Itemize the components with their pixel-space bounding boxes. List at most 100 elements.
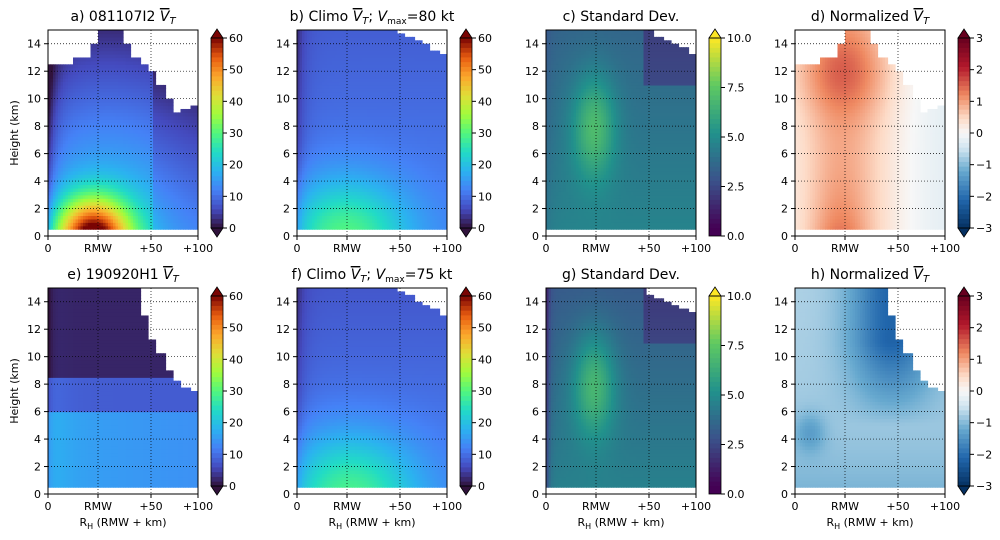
heatmap-cell [48, 126, 52, 131]
heatmap-cell [302, 181, 306, 186]
heatmap-cell [302, 177, 306, 182]
heatmap-cell [115, 153, 119, 158]
heatmap-cell [153, 225, 157, 230]
heatmap-cell [332, 71, 336, 76]
heatmap-cell [369, 36, 373, 41]
heatmap-cell [359, 81, 363, 86]
heatmap-cell [354, 91, 358, 96]
heatmap-cell [135, 174, 139, 179]
heatmap-cell [312, 222, 316, 227]
heatmap-cell [83, 139, 87, 144]
heatmap-cell [80, 218, 84, 223]
heatmap-cell [329, 222, 333, 227]
heatmap-cell [175, 122, 179, 127]
heatmap-cell [165, 222, 169, 227]
heatmap-cell [125, 112, 129, 117]
heatmap-cell [379, 143, 383, 148]
heatmap-cell [379, 78, 383, 83]
heatmap-cell [115, 91, 119, 96]
heatmap-cell [359, 187, 363, 192]
heatmap-cell [357, 201, 361, 206]
heatmap-cell [120, 78, 124, 83]
heatmap-cell [312, 167, 316, 172]
heatmap-cell [118, 71, 122, 76]
heatmap-cell [342, 40, 346, 45]
heatmap-cell [75, 133, 79, 138]
heatmap-cell [158, 187, 162, 192]
heatmap-cell [185, 198, 189, 203]
heatmap-cell [160, 201, 164, 206]
heatmap-cell [78, 170, 82, 175]
heatmap-cell [153, 211, 157, 216]
heatmap-cell [75, 218, 79, 223]
heatmap-cell [170, 150, 174, 155]
heatmap-cell [382, 30, 386, 35]
heatmap-cell [354, 84, 358, 89]
heatmap-cell [148, 74, 152, 79]
heatmap-cell [175, 181, 179, 186]
heatmap-cell [138, 215, 142, 220]
heatmap-cell [170, 181, 174, 186]
heatmap-cell [374, 50, 378, 55]
heatmap-cell [60, 191, 64, 196]
heatmap-cell [178, 170, 182, 175]
heatmap-cell [153, 163, 157, 168]
heatmap-cell [108, 146, 112, 151]
heatmap-cell [95, 215, 99, 220]
heatmap-cell [155, 126, 159, 131]
heatmap-cell [133, 78, 137, 83]
heatmap-cell [108, 33, 112, 38]
heatmap-cell [85, 211, 89, 216]
heatmap-cell [140, 225, 144, 230]
heatmap-cell [105, 71, 109, 76]
heatmap-cell [329, 174, 333, 179]
heatmap-cell [193, 194, 197, 199]
heatmap-cell [120, 167, 124, 172]
heatmap-cell [297, 74, 301, 79]
heatmap-cell [103, 112, 107, 117]
heatmap-cell [88, 78, 92, 83]
heatmap-cell [138, 60, 142, 65]
heatmap-cell [70, 160, 74, 165]
heatmap-cell [88, 143, 92, 148]
heatmap-cell [163, 129, 167, 134]
heatmap-cell [118, 54, 122, 59]
heatmap-cell [105, 150, 109, 155]
heatmap-cell [299, 40, 303, 45]
heatmap-cell [125, 174, 129, 179]
heatmap-cell [118, 112, 122, 117]
heatmap-cell [148, 160, 152, 165]
heatmap-cell [78, 187, 82, 192]
heatmap-cell [168, 150, 172, 155]
heatmap-cell [302, 191, 306, 196]
heatmap-cell [90, 74, 94, 79]
heatmap-cell [125, 105, 129, 110]
heatmap-cell [314, 112, 318, 117]
heatmap-cell [324, 187, 328, 192]
heatmap-cell [158, 170, 162, 175]
heatmap-cell [50, 95, 54, 100]
heatmap-cell [70, 163, 74, 168]
heatmap-cell [108, 157, 112, 162]
heatmap-cell [379, 198, 383, 203]
heatmap-cell [354, 194, 358, 199]
heatmap-cell [98, 198, 102, 203]
heatmap-cell [65, 194, 69, 199]
heatmap-cell [133, 57, 137, 62]
heatmap-cell [65, 88, 69, 93]
heatmap-cell [382, 74, 386, 79]
heatmap-cell [85, 139, 89, 144]
heatmap-cell [150, 81, 154, 86]
heatmap-cell [65, 105, 69, 110]
heatmap-cell [120, 181, 124, 186]
heatmap-cell [125, 133, 129, 138]
heatmap-cell [374, 208, 378, 213]
heatmap-cell [357, 60, 361, 65]
heatmap-cell [155, 146, 159, 151]
heatmap-cell [317, 33, 321, 38]
heatmap-cell [312, 201, 316, 206]
heatmap-cell [297, 47, 301, 52]
heatmap-cell [113, 157, 117, 162]
heatmap-cell [190, 129, 194, 134]
heatmap-cell [55, 98, 59, 103]
